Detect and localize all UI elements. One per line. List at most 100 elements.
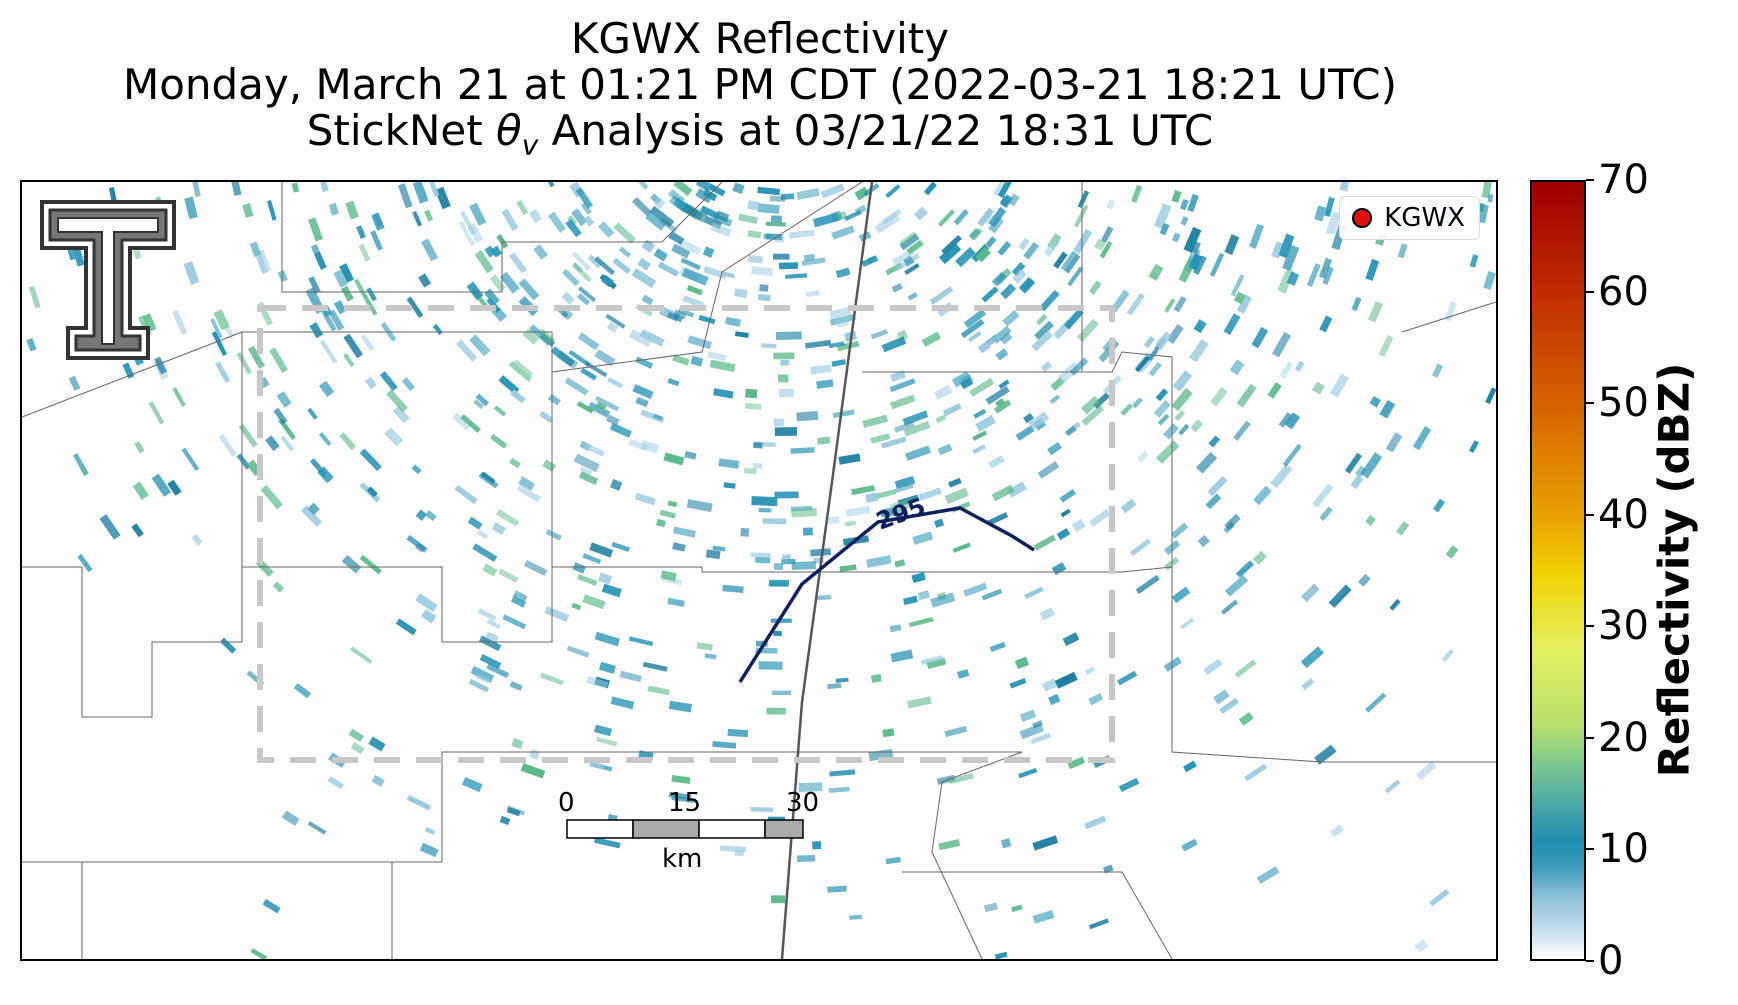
reflectivity-gate: [634, 492, 656, 506]
reflectivity-gate: [1238, 712, 1254, 726]
reflectivity-gate: [300, 505, 323, 527]
reflectivity-gate: [1432, 498, 1446, 513]
reflectivity-gate: [509, 681, 523, 691]
reflectivity-gate: [68, 375, 81, 391]
reflectivity-gate: [230, 182, 242, 196]
reflectivity-gate: [594, 349, 616, 367]
reflectivity-gate: [897, 494, 920, 507]
reflectivity-gate: [759, 284, 769, 292]
reflectivity-gate: [548, 211, 567, 233]
reflectivity-gate: [368, 736, 386, 752]
title-line-2: Monday, March 21 at 01:21 PM CDT (2022-0…: [122, 60, 1398, 109]
reflectivity-gate: [970, 227, 983, 241]
reflectivity-gate: [1088, 918, 1110, 930]
reflectivity-gate: [785, 273, 808, 279]
reflectivity-gate: [1196, 452, 1218, 474]
reflectivity-gate: [772, 690, 791, 695]
reflectivity-gate: [172, 387, 186, 408]
reflectivity-gate: [672, 354, 690, 366]
reflectivity-gate: [242, 202, 254, 218]
colorbar-tick-label: 0: [1598, 938, 1624, 984]
reflectivity-gate: [509, 457, 521, 469]
reflectivity-gate: [963, 582, 988, 597]
reflectivity-gate: [747, 200, 760, 211]
reflectivity-gate: [1071, 518, 1086, 533]
reflectivity-gate: [773, 352, 795, 360]
reflectivity-gate: [712, 545, 726, 552]
reflectivity-gate: [580, 367, 598, 381]
reflectivity-gate: [1379, 399, 1396, 419]
reflectivity-gate: [777, 374, 789, 383]
reflectivity-gate: [1019, 709, 1037, 722]
reflectivity-gate: [634, 182, 649, 190]
reflectivity-gate: [1060, 508, 1071, 518]
reflectivity-gate: [594, 837, 621, 849]
reflectivity-gate: [215, 361, 231, 383]
reflectivity-gate: [1148, 263, 1164, 281]
reflectivity-gate: [732, 182, 745, 194]
reflectivity-gate: [885, 184, 901, 199]
reflectivity-gate: [747, 254, 764, 264]
reflectivity-gate: [1135, 574, 1160, 595]
reflectivity-gate: [571, 262, 592, 283]
reflectivity-gate: [1008, 193, 1020, 207]
reflectivity-gate: [1365, 515, 1376, 527]
colorbar-tick-label: 50: [1598, 380, 1649, 427]
reflectivity-gate: [485, 631, 499, 643]
reflectivity-gate: [890, 370, 906, 382]
reflectivity-gate: [926, 657, 947, 669]
reflectivity-gate: [1178, 423, 1190, 436]
reflectivity-gate: [397, 183, 413, 209]
reflectivity-gate: [490, 433, 508, 449]
reflectivity-gate: [1015, 425, 1035, 441]
reflectivity-gate: [1100, 226, 1114, 243]
reflectivity-gate: [681, 267, 709, 286]
reflectivity-gate: [641, 294, 654, 306]
scalebar: [566, 819, 804, 839]
reflectivity-gate: [1445, 545, 1459, 559]
theta-v-contour: [738, 506, 1035, 683]
reflectivity-gate: [780, 359, 790, 366]
reflectivity-gate: [936, 774, 956, 785]
reflectivity-gate: [486, 663, 510, 679]
reflectivity-gate: [606, 414, 620, 426]
reflectivity-gate: [1089, 280, 1102, 295]
radar-map[interactable]: 295 KGWX 0 15 30 km: [20, 180, 1498, 961]
reflectivity-gate: [366, 287, 377, 302]
reflectivity-gate: [963, 308, 987, 329]
reflectivity-gate: [835, 316, 849, 328]
reflectivity-gate: [412, 182, 429, 204]
reflectivity-gate: [930, 592, 956, 608]
reflectivity-gate: [955, 247, 976, 268]
reflectivity-gate: [639, 329, 665, 347]
reflectivity-gate: [972, 444, 986, 455]
reflectivity-gate: [539, 672, 564, 686]
reflectivity-gate: [370, 230, 383, 251]
reflectivity-gate: [72, 247, 85, 267]
reflectivity-gate: [1244, 763, 1267, 782]
reflectivity-gate: [1236, 294, 1252, 314]
reflectivity-gate: [582, 553, 602, 565]
reflectivity-gate: [484, 288, 500, 306]
reflectivity-gate: [702, 246, 715, 258]
reflectivity-gate: [1314, 744, 1337, 765]
reflectivity-gate: [454, 484, 478, 505]
reflectivity-gate: [831, 359, 846, 367]
reflectivity-gate: [589, 761, 605, 770]
reflectivity-gate: [968, 331, 982, 343]
reflectivity-gate: [948, 773, 974, 785]
reflectivity-gate: [937, 443, 953, 456]
reflectivity-gate: [628, 329, 653, 347]
reflectivity-gate: [1129, 538, 1151, 557]
reflectivity-gate: [359, 482, 381, 503]
reflectivity-gate: [350, 646, 373, 665]
county-line: [22, 751, 1022, 863]
reflectivity-gate: [722, 584, 744, 594]
reflectivity-gate: [1174, 410, 1186, 422]
reflectivity-gate: [781, 559, 796, 565]
reflectivity-gate: [420, 609, 437, 624]
reflectivity-gate: [1155, 440, 1180, 464]
colorbar-tick-mark: [1586, 402, 1594, 405]
reflectivity-gate: [770, 618, 792, 623]
reflectivity-gate: [1131, 397, 1143, 409]
